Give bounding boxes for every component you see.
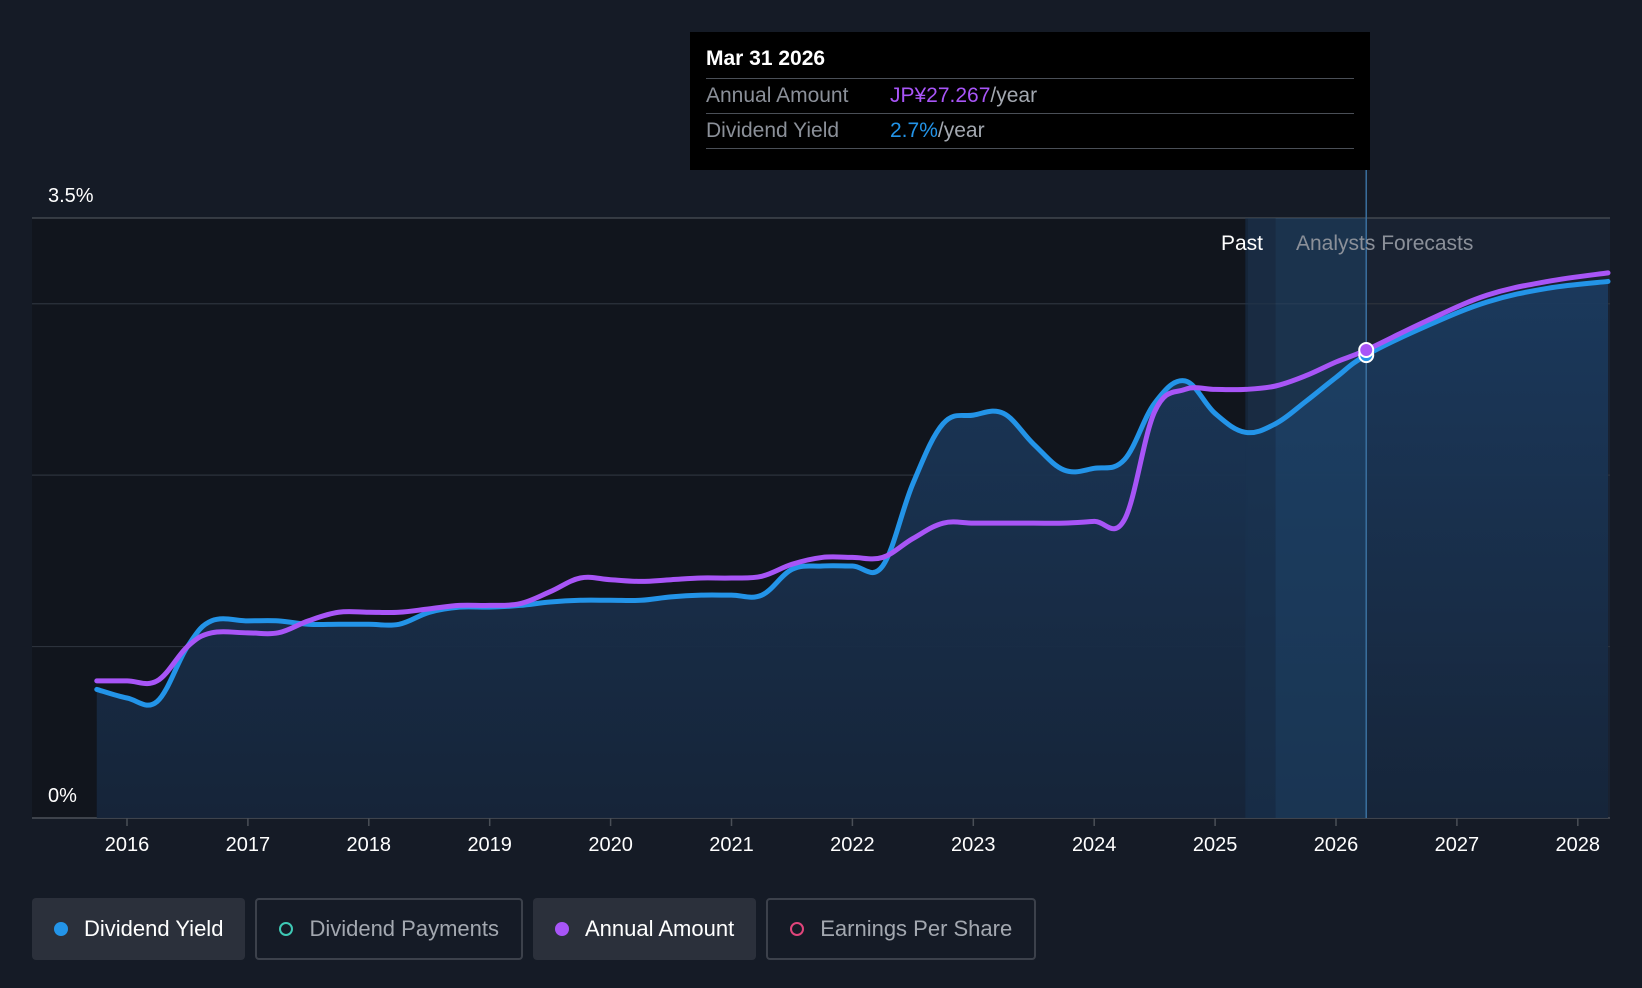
x-tick-label: 2020 bbox=[588, 834, 633, 856]
legend-label: Dividend Payments bbox=[309, 916, 499, 941]
tooltip-yield-row: Dividend Yield 2.7% /year bbox=[706, 114, 1354, 149]
x-tick-label: 2022 bbox=[830, 834, 875, 856]
dividend-yield-area bbox=[96, 281, 1609, 818]
annual-amount-dot-icon bbox=[554, 922, 569, 936]
tooltip-yield-label: Dividend Yield bbox=[706, 119, 840, 142]
legend-dividend-payments[interactable]: Dividend Payments bbox=[255, 898, 523, 960]
dividend-chart: 2016 2017 2018 2019 2020 2021 2022 2023 2024 2025… bbox=[32, 170, 1611, 856]
legend-earnings-per-share[interactable]: Earnings Per Share bbox=[766, 898, 1037, 960]
legend-label: Annual Amount bbox=[584, 916, 735, 941]
legend-label: Dividend Yield bbox=[84, 916, 224, 941]
x-tick-label: 2023 bbox=[951, 834, 996, 856]
tooltip-annual-value: JP¥27.267 bbox=[890, 84, 991, 107]
x-tick-label: 2016 bbox=[105, 834, 150, 856]
legend: Dividend Yield Dividend Payments Annual … bbox=[32, 898, 1037, 960]
dividend-payments-circle-icon bbox=[279, 922, 294, 936]
earnings-per-share-circle-icon bbox=[790, 922, 805, 936]
x-tick-label: 2024 bbox=[1072, 834, 1117, 856]
tooltip-yield-unit: /year bbox=[937, 119, 985, 142]
y-tick-label: 0% bbox=[48, 785, 77, 807]
dividend-yield-line bbox=[94, 278, 1611, 708]
x-tick-label: 2021 bbox=[709, 834, 754, 856]
x-tick-label: 2019 bbox=[467, 834, 512, 856]
x-tick-label: 2018 bbox=[347, 834, 392, 856]
tooltip: Mar 31 2026 Annual Amount JP¥27.267 /yea… bbox=[690, 32, 1370, 170]
tooltip-date: Mar 31 2026 bbox=[706, 44, 1354, 79]
x-tick-label: 2017 bbox=[226, 834, 271, 856]
dividend-yield-dot-icon bbox=[54, 922, 68, 936]
annual-amount-line bbox=[94, 270, 1611, 687]
x-tick-label: 2025 bbox=[1193, 834, 1238, 856]
tooltip-yield-value: 2.7% bbox=[890, 119, 938, 142]
x-tick-label: 2027 bbox=[1435, 834, 1480, 856]
legend-dividend-yield[interactable]: Dividend Yield bbox=[32, 898, 246, 960]
legend-annual-amount[interactable]: Annual Amount bbox=[532, 898, 757, 960]
x-axis: 2016 2017 2018 2019 2020 2021 2022 2023 2024 2025… bbox=[105, 818, 1600, 856]
forecast-band-highlight bbox=[1275, 218, 1367, 818]
legend-label: Earnings Per Share bbox=[820, 916, 1013, 941]
tooltip-annual-unit: /year bbox=[990, 84, 1038, 107]
y-tick-label: 3.5% bbox=[48, 185, 94, 207]
annual-amount-marker bbox=[1358, 342, 1375, 358]
x-tick-label: 2026 bbox=[1314, 834, 1359, 856]
tooltip-annual-label: Annual Amount bbox=[706, 84, 849, 107]
past-label: Past bbox=[1221, 232, 1263, 255]
forecast-band-transition bbox=[1245, 218, 1276, 818]
tooltip-annual-row: Annual Amount JP¥27.267 /year bbox=[706, 79, 1354, 114]
forecast-label: Analysts Forecasts bbox=[1296, 232, 1473, 255]
x-tick-label: 2028 bbox=[1556, 834, 1601, 856]
